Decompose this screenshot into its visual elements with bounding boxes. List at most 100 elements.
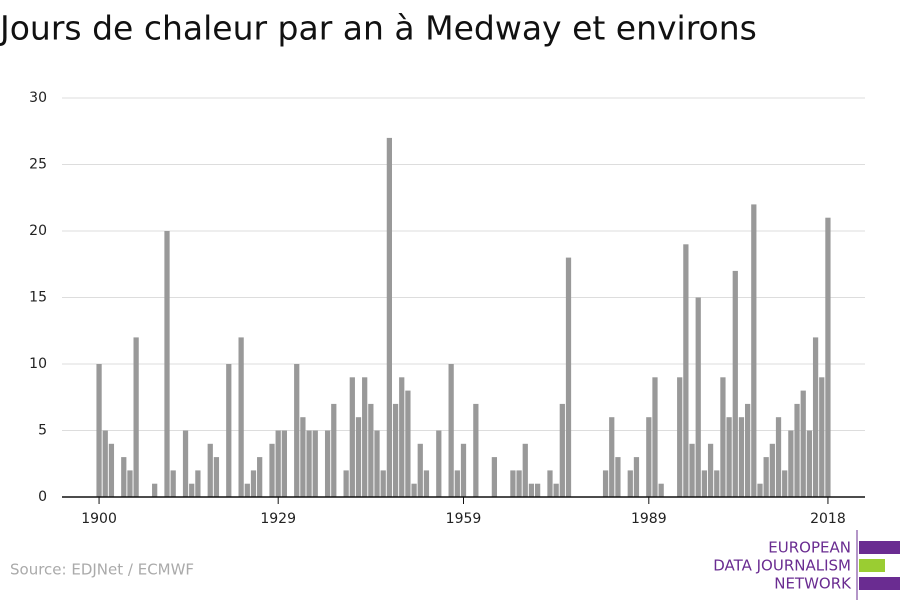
bar xyxy=(108,443,115,497)
bar xyxy=(720,377,726,497)
bar xyxy=(405,390,411,497)
bar xyxy=(189,483,195,497)
bar xyxy=(510,470,516,497)
bar xyxy=(652,377,658,497)
bar xyxy=(96,364,102,497)
bar xyxy=(207,443,213,497)
bar xyxy=(275,430,281,497)
bar xyxy=(355,417,362,497)
bar xyxy=(324,430,331,497)
bar xyxy=(300,417,306,497)
bar xyxy=(646,417,652,497)
bar xyxy=(825,217,831,497)
bar xyxy=(417,443,423,497)
bar xyxy=(633,457,640,497)
bar xyxy=(695,297,701,497)
bar xyxy=(399,377,405,497)
bar xyxy=(769,443,775,497)
bar xyxy=(553,483,559,497)
y-tick-label: 30 xyxy=(29,90,47,106)
bar xyxy=(757,483,763,497)
bar xyxy=(121,457,127,497)
bar xyxy=(182,430,189,497)
bar xyxy=(306,430,312,497)
bar xyxy=(269,443,275,497)
logo-bar xyxy=(859,577,900,590)
bar xyxy=(658,483,664,497)
bar xyxy=(615,457,621,497)
bar xyxy=(257,457,263,497)
bar xyxy=(152,483,158,497)
bar xyxy=(732,270,738,497)
bar xyxy=(368,403,374,497)
logo-bar xyxy=(859,541,900,554)
bar xyxy=(559,403,565,497)
bar xyxy=(392,403,399,497)
bar xyxy=(102,430,108,497)
bar xyxy=(133,337,139,497)
bar xyxy=(707,443,714,497)
bar xyxy=(423,470,430,497)
bar xyxy=(164,231,170,497)
y-tick-label: 15 xyxy=(29,290,47,306)
source: Source: EDJNet / ECMWF xyxy=(10,561,194,579)
bar xyxy=(294,364,300,497)
bar xyxy=(800,390,806,497)
bar xyxy=(448,364,454,497)
bar xyxy=(547,470,553,497)
bar xyxy=(602,470,609,497)
bar xyxy=(782,470,788,497)
x-tick-label: 1989 xyxy=(631,511,667,527)
bar xyxy=(565,257,572,497)
bar xyxy=(751,204,757,497)
y-tick-label: 5 xyxy=(38,423,47,439)
bar xyxy=(522,443,528,497)
bar xyxy=(609,417,615,497)
logo: EUROPEAN DATA JOURNALISM NETWORK xyxy=(713,530,900,600)
bar xyxy=(374,430,380,497)
bar xyxy=(170,470,176,497)
bar xyxy=(362,377,368,497)
logo-text: DATA JOURNALISM xyxy=(713,557,851,575)
x-tick-label: 1929 xyxy=(260,511,296,527)
y-tick-label: 20 xyxy=(29,223,47,239)
bar xyxy=(714,470,720,497)
bar xyxy=(460,443,467,497)
bar xyxy=(534,483,541,497)
x-tick-label: 2018 xyxy=(810,511,846,527)
logo-bar xyxy=(859,559,885,572)
bar xyxy=(436,430,442,497)
bar xyxy=(788,430,794,497)
bar xyxy=(775,417,782,497)
bar xyxy=(819,377,825,497)
bar xyxy=(213,457,220,497)
x-tick-label: 1959 xyxy=(446,511,482,527)
y-tick-label: 25 xyxy=(29,157,47,173)
bar xyxy=(226,364,232,497)
bar xyxy=(738,417,745,497)
bar xyxy=(127,470,133,497)
bar xyxy=(238,337,244,497)
bar xyxy=(745,403,751,497)
bar xyxy=(726,417,732,497)
bar xyxy=(195,470,201,497)
bar xyxy=(250,470,257,497)
y-tick-label: 0 xyxy=(38,489,47,505)
bar xyxy=(473,403,479,497)
bar xyxy=(812,337,819,497)
y-tick-label: 10 xyxy=(29,356,47,372)
bar xyxy=(349,377,355,497)
bar xyxy=(454,470,460,497)
x-tick-label: 1900 xyxy=(81,511,117,527)
bar xyxy=(806,430,813,497)
bar xyxy=(701,470,708,497)
bar xyxy=(331,403,337,497)
bar xyxy=(244,483,250,497)
bar xyxy=(677,377,683,497)
bar xyxy=(516,470,522,497)
bar xyxy=(683,244,689,497)
logo-text: NETWORK xyxy=(774,575,852,593)
chart-title: Jours de chaleur par an à Medway et envi… xyxy=(0,9,757,48)
bar xyxy=(491,457,498,497)
